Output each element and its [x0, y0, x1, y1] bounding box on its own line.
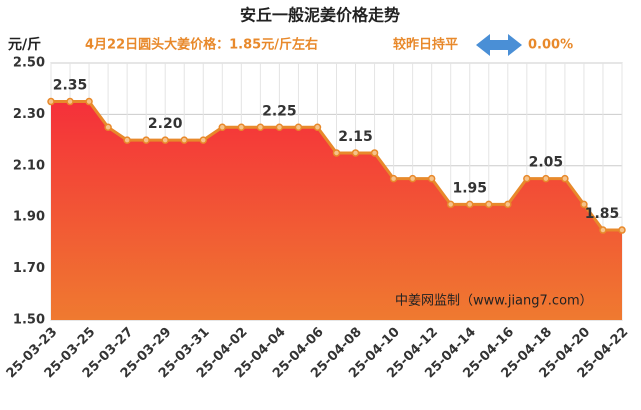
- marker: [370, 149, 379, 157]
- marker: [523, 174, 531, 183]
- data-label: 2.35: [53, 78, 88, 94]
- marker: [85, 97, 93, 106]
- chart-title: 安丘一般泥姜价格走势: [240, 6, 400, 25]
- marker: [485, 200, 493, 209]
- marker: [142, 136, 150, 144]
- marker: [47, 97, 55, 106]
- marker: [104, 123, 112, 131]
- marker: [275, 123, 284, 131]
- y-tick-label: 1.90: [13, 210, 45, 225]
- marker: [332, 149, 341, 157]
- marker: [465, 200, 474, 209]
- marker: [542, 174, 550, 183]
- marker: [599, 226, 607, 234]
- marker: [504, 200, 512, 209]
- watermark: 中姜网监制（www.jiang7.com）: [395, 294, 593, 309]
- change-value: 0.00%: [528, 38, 573, 53]
- marker: [237, 123, 246, 131]
- y-tick-label: 1.50: [13, 313, 45, 328]
- marker: [580, 200, 588, 209]
- data-label: 2.05: [529, 155, 564, 171]
- change-text: 较昨日持平: [393, 37, 458, 53]
- subtitle: 4月22日圆头大姜价格：1.85元/斤左右: [85, 37, 318, 53]
- y-tick-label: 2.10: [13, 158, 45, 173]
- data-label: 2.20: [148, 116, 183, 132]
- marker: [256, 123, 265, 131]
- marker: [561, 174, 569, 183]
- data-label: 2.15: [338, 129, 373, 145]
- data-label: 1.95: [452, 180, 487, 196]
- marker: [351, 149, 360, 157]
- marker: [123, 136, 131, 144]
- y-tick-label: 1.70: [13, 261, 45, 276]
- marker: [313, 123, 322, 131]
- data-label: 2.25: [262, 103, 297, 119]
- marker: [161, 136, 169, 144]
- y-axis-label: 元/斤: [8, 36, 41, 53]
- marker: [389, 174, 398, 183]
- arrow-icon: [476, 34, 522, 56]
- marker: [427, 174, 436, 183]
- y-tick-label: 2.30: [13, 107, 45, 122]
- marker: [408, 174, 417, 183]
- marker: [66, 97, 74, 106]
- y-tick-label: 2.50: [13, 56, 45, 71]
- marker: [294, 123, 303, 131]
- marker: [199, 136, 208, 144]
- area: [51, 101, 622, 320]
- marker: [180, 136, 188, 144]
- marker: [618, 226, 626, 234]
- data-label: 1.85: [585, 206, 620, 222]
- marker: [446, 200, 455, 209]
- marker: [218, 123, 227, 131]
